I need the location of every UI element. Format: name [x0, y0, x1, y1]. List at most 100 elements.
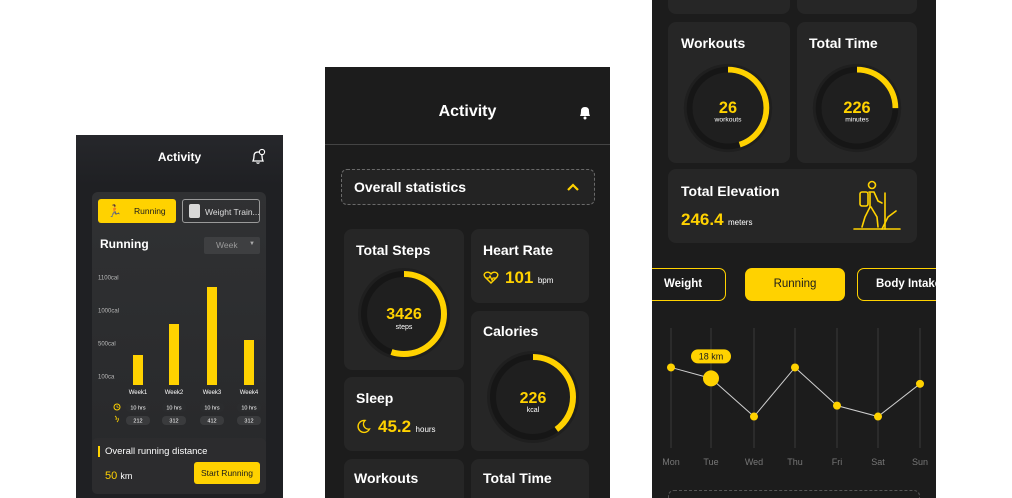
hiker-icon — [853, 180, 901, 230]
tab-weight[interactable]: Weight — [652, 268, 726, 301]
caret-down-icon: ▼ — [249, 241, 255, 247]
distance-number: 50 — [105, 470, 118, 482]
elevation-unit: meters — [728, 218, 753, 227]
bell-icon[interactable] — [578, 105, 592, 120]
phone-statistics-screen: Workouts 26 workouts Total Time 226 minu… — [652, 0, 936, 498]
heart-value: 101 bpm — [505, 268, 553, 288]
calories-title: Calories — [483, 323, 539, 339]
start-running-button[interactable]: Start Running — [194, 462, 260, 484]
steps-value: 3426 — [386, 306, 422, 323]
runner-icon: 🏃 — [107, 204, 122, 218]
chevron-up-icon — [567, 183, 579, 191]
data-point — [833, 401, 841, 410]
workouts-value: 26 — [719, 99, 737, 117]
heart-unit: bpm — [537, 276, 554, 285]
sleep-card: Sleep 45.2 hours — [344, 377, 464, 451]
data-point — [750, 412, 758, 421]
total-time-title: Total Time — [483, 470, 552, 486]
workouts-card: Workouts 26 workouts — [668, 22, 790, 163]
sleep-number: 45.2 — [378, 417, 412, 436]
heart-title: Heart Rate — [483, 242, 554, 258]
overall-statistics-dropdown[interactable]: Overall statistics — [341, 169, 595, 205]
workouts-title: Workouts — [354, 470, 419, 486]
total-time-unit: minutes — [845, 116, 869, 123]
bell-outline-icon[interactable] — [249, 148, 267, 166]
value-tooltip: 18 km — [691, 349, 731, 364]
data-point — [874, 412, 882, 421]
tab-weight-training[interactable]: Weight Train... — [182, 199, 260, 223]
progress-arc — [815, 66, 899, 150]
steps-value: 412 — [207, 419, 216, 425]
workouts-card: Workouts — [344, 459, 464, 498]
phone-running-screen: Activity 🏃 Running Weight Train... Runni… — [76, 135, 283, 498]
tab-weight-training-label: Weight Train... — [205, 207, 260, 217]
x-tick-label: Mon — [662, 457, 680, 467]
sleep-value: 45.2 hours — [378, 417, 436, 437]
distance-unit: km — [120, 471, 133, 481]
total-steps-card: Total Steps 3426 steps — [344, 229, 464, 370]
x-tick-label: Wed — [745, 457, 763, 467]
top-card-left — [668, 0, 790, 14]
y-tick-label: 100ca — [98, 375, 115, 381]
header — [76, 135, 283, 185]
bottom-dropdown[interactable] — [668, 490, 920, 498]
hours-value: 10 hrs — [204, 406, 220, 412]
x-tick-label: Week4 — [240, 390, 259, 396]
start-running-label: Start Running — [201, 468, 253, 478]
steps-title: Total Steps — [356, 242, 431, 258]
calories-card: Calories 226 kcal — [471, 311, 589, 451]
elevation-title: Total Elevation — [681, 183, 780, 199]
dropdown-label: Overall statistics — [354, 179, 467, 195]
bar — [169, 324, 179, 385]
distance-title: Overall running distance — [105, 446, 208, 457]
tab-running[interactable]: 🏃 Running — [98, 199, 176, 223]
x-tick-label: Sat — [871, 457, 885, 467]
steps-ring: 3426 steps — [358, 268, 450, 360]
workouts-ring: 26 workouts — [683, 63, 773, 153]
x-tick-label: Week2 — [165, 390, 184, 396]
tab-weight-label: Weight — [664, 278, 703, 290]
top-card-right — [797, 0, 917, 14]
page-title: Activity — [157, 150, 202, 164]
accent-bar — [98, 446, 100, 457]
total-time-value: 226 — [843, 99, 870, 117]
elevation-number: 246.4 — [681, 210, 724, 229]
tab-body-intake[interactable]: Body Intake — [857, 268, 936, 301]
tab-body-intake-label: Body Intake — [876, 278, 936, 290]
steps-value: 312 — [244, 419, 253, 425]
x-tick-label: Week3 — [203, 390, 222, 396]
moon-icon — [357, 419, 371, 434]
clock-icon — [113, 403, 121, 411]
progress-arc — [361, 271, 447, 357]
workouts-title: Workouts — [681, 35, 746, 51]
line-chart: 18 km Mon Tue Wed Thu Fri Sat Sun — [662, 328, 928, 467]
elevation-value: 246.4 meters — [681, 210, 752, 230]
header-divider — [325, 144, 610, 145]
tooltip-text: 18 km — [699, 351, 724, 361]
calories-unit: kcal — [527, 407, 540, 414]
tab-running-label: Running — [134, 206, 166, 216]
y-tick-label: 1000cal — [98, 309, 119, 315]
page-title: Activity — [438, 103, 497, 120]
data-point — [703, 370, 719, 387]
footsteps-icon — [114, 415, 119, 423]
bar-chart: 1100cal 1000cal 500cal 100ca Week1 Week2… — [98, 276, 261, 425]
period-select-value: Week — [216, 240, 238, 250]
steps-value: 212 — [133, 419, 142, 425]
heart-number: 101 — [505, 268, 534, 287]
section-title: Running — [100, 237, 149, 251]
heart-rate-card: Heart Rate 101 bpm — [471, 229, 589, 303]
hours-value: 10 hrs — [241, 406, 257, 412]
bar — [207, 287, 217, 385]
steps-unit: steps — [396, 324, 413, 331]
sleep-title: Sleep — [356, 390, 394, 406]
x-tick-label: Sun — [912, 457, 928, 467]
period-select[interactable]: Week ▼ — [204, 237, 260, 254]
x-tick-label: Fri — [832, 457, 843, 467]
hours-value: 10 hrs — [166, 406, 182, 412]
phone-activity-screen: Activity Overall statistics Total Steps … — [325, 67, 610, 498]
sleep-unit: hours — [415, 425, 436, 434]
total-time-card: Total Time — [471, 459, 589, 498]
tab-running[interactable]: Running — [745, 268, 845, 301]
y-tick-label: 1100cal — [98, 276, 119, 282]
